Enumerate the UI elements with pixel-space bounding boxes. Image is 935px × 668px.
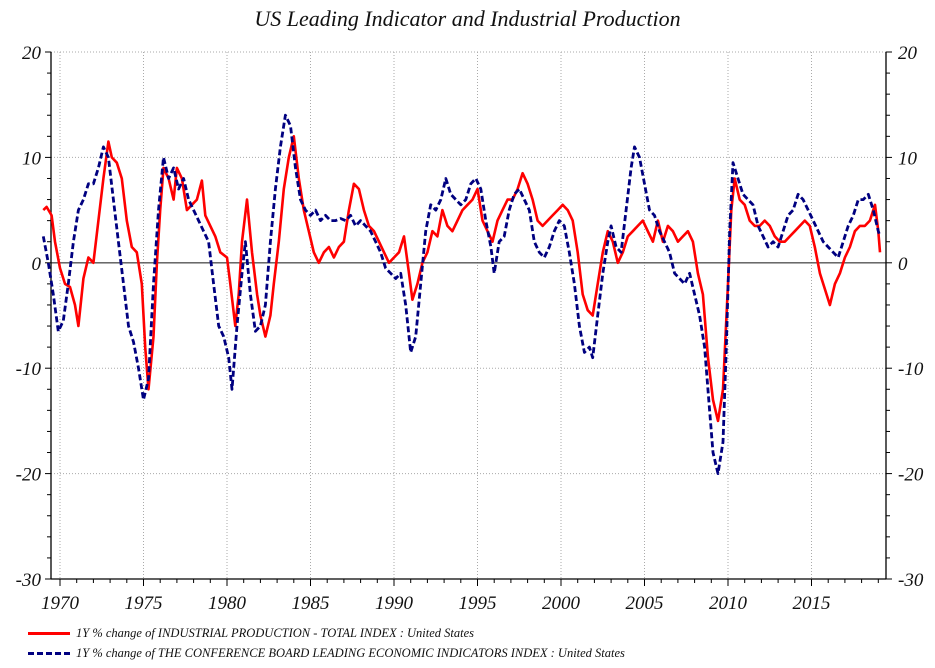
x-tick-label: 1990 [375, 593, 414, 614]
legend-item-leading-indicators: 1Y % change of THE CONFERENCE BOARD LEAD… [28, 646, 625, 661]
x-tick-label: 2015 [793, 593, 831, 614]
y-tick-label-right: 10 [898, 148, 918, 169]
y-tick-label-right: 20 [898, 43, 918, 64]
y-tick-label-left: 0 [32, 254, 42, 275]
x-tick-label: 1980 [208, 593, 247, 614]
x-tick-label: 2010 [709, 593, 748, 614]
y-tick-label-right: 0 [898, 254, 908, 275]
x-tick-label: 1970 [41, 593, 80, 614]
y-tick-label-left: -10 [16, 359, 42, 380]
y-tick-label-left: 10 [22, 148, 42, 169]
legend-item-industrial-production: 1Y % change of INDUSTRIAL PRODUCTION - T… [28, 626, 474, 641]
legend-swatch-red-solid [28, 632, 70, 635]
x-tick-label: 1975 [125, 593, 163, 614]
series-lines [41, 113, 882, 476]
x-tick-label: 2000 [542, 593, 581, 614]
series-line-leading-indicators [41, 113, 882, 476]
legend-label: 1Y % change of INDUSTRIAL PRODUCTION - T… [76, 626, 475, 640]
y-tick-label-right: -20 [898, 465, 924, 486]
legend-label: 1Y % change of THE CONFERENCE BOARD LEAD… [76, 646, 625, 660]
y-tick-label-right: -30 [898, 570, 924, 591]
y-tick-label-right: -10 [898, 359, 924, 380]
x-tick-label: 1985 [292, 593, 330, 614]
gridlines [51, 51, 886, 579]
x-tick-label: 1995 [459, 593, 497, 614]
axes [45, 51, 892, 586]
y-tick-label-left: -20 [16, 465, 42, 486]
x-tick-label: 2005 [626, 593, 664, 614]
series-line-industrial-production [42, 135, 882, 423]
legend-swatch-blue-dashed [28, 652, 70, 655]
y-tick-label-left: 20 [22, 43, 42, 64]
chart-title: US Leading Indicator and Industrial Prod… [254, 6, 681, 31]
y-tick-label-left: -30 [16, 570, 42, 591]
